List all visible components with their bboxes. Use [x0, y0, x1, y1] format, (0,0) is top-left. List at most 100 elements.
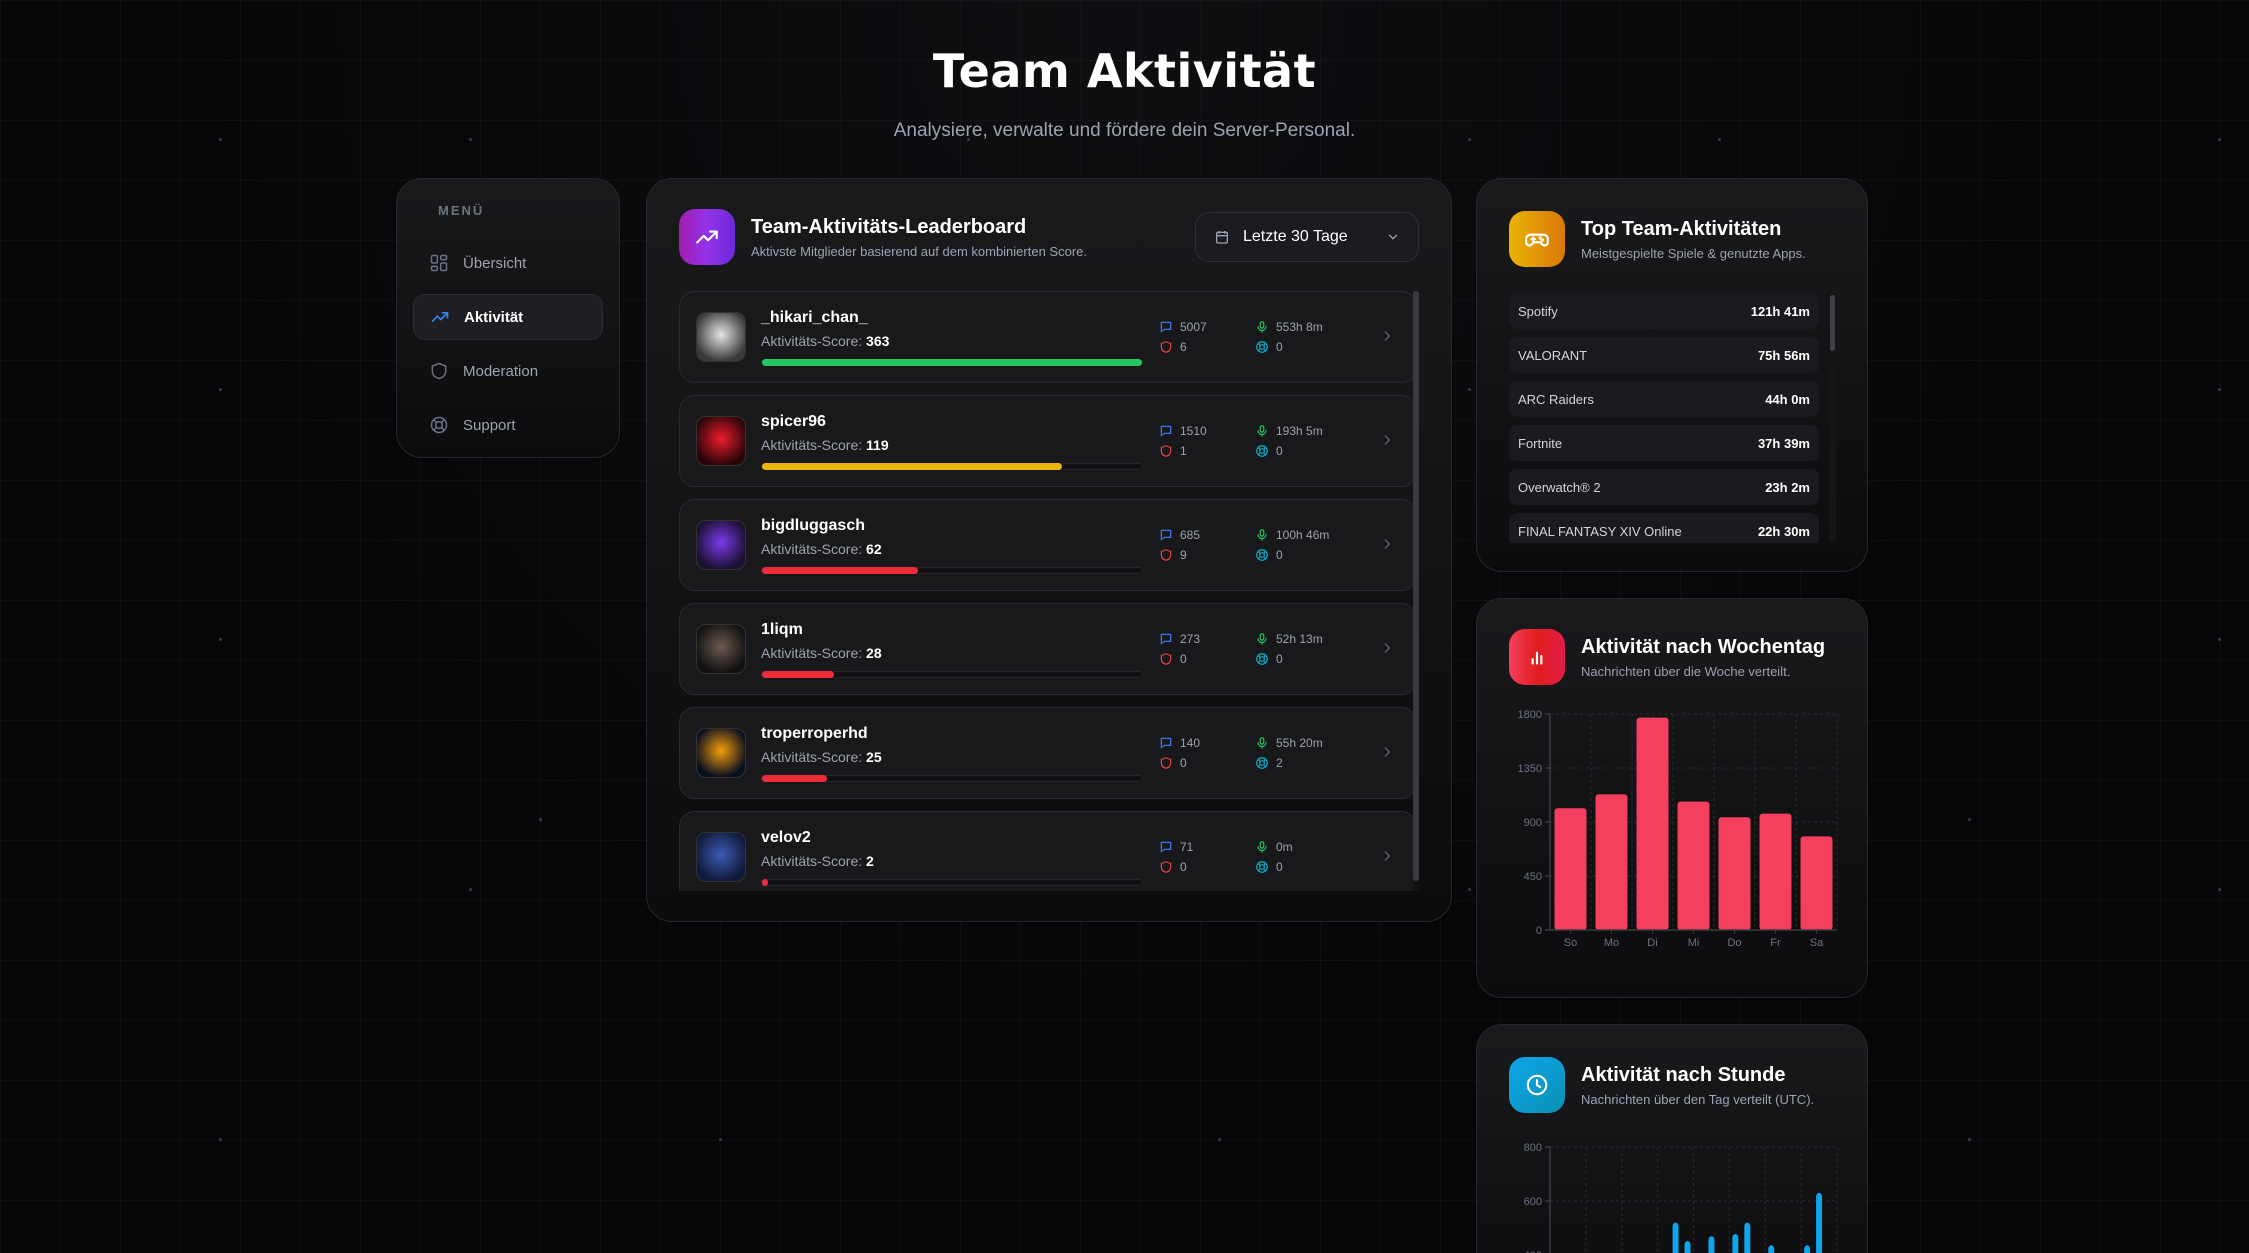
activity-name: Spotify: [1518, 303, 1558, 319]
sidebar-item-label: Support: [463, 416, 516, 434]
score-value: 25: [866, 748, 882, 765]
leaderboard-row[interactable]: 1liqm Aktivitäts-Score: 28 273 52h 13m 0…: [679, 603, 1417, 695]
score-value: 363: [866, 332, 890, 349]
svg-text:Di: Di: [1647, 937, 1657, 949]
voice-time: 553h 8m: [1276, 320, 1323, 334]
moderation-count: 6: [1180, 340, 1187, 354]
support-stat: 0: [1255, 652, 1365, 666]
background-dot: [1468, 138, 1471, 141]
chart-bar[interactable]: [1816, 1192, 1823, 1253]
moderation-count: 1: [1180, 444, 1187, 458]
hour-bar-chart: 400 600 800: [1524, 1142, 1838, 1253]
moderation-stat: 0: [1159, 652, 1255, 666]
moderation-count: 0: [1180, 756, 1187, 770]
time-range-dropdown[interactable]: Letzte 30 Tage: [1195, 212, 1419, 262]
member-name: troperroperhd: [761, 724, 868, 742]
chart-bar[interactable]: [1804, 1245, 1811, 1253]
hour-chart-card: Aktivität nach Stunde Nachrichten über d…: [1476, 1024, 1868, 1253]
chart-bar[interactable]: [1768, 1245, 1775, 1253]
messages-count: 1510: [1180, 424, 1207, 438]
voice-stat: 0m: [1255, 840, 1365, 854]
messages-count: 140: [1180, 736, 1201, 750]
sidebar-item-uebersicht[interactable]: Übersicht: [413, 240, 603, 286]
leaderboard-row[interactable]: _hikari_chan_ Aktivitäts-Score: 363 5007…: [679, 291, 1417, 383]
leaderboard-scrollbar-thumb[interactable]: [1413, 291, 1419, 881]
leaderboard-row[interactable]: bigdluggasch Aktivitäts-Score: 62 685 10…: [679, 499, 1417, 591]
sidebar-menu: MENÜ Übersicht Aktivität Moderation Supp…: [396, 178, 620, 458]
leaderboard-card: Team-Aktivitäts-Leaderboard Aktivste Mit…: [646, 178, 1452, 922]
chart-bar[interactable]: [1759, 813, 1792, 930]
chevron-right-icon[interactable]: [1380, 328, 1394, 344]
activity-name: Overwatch® 2: [1518, 479, 1601, 495]
member-stats: 685 100h 46m 9 0: [1159, 528, 1365, 562]
support-count: 0: [1276, 444, 1283, 458]
chart-bar[interactable]: [1732, 1233, 1739, 1253]
chart-bar[interactable]: [1744, 1222, 1751, 1253]
microphone-icon: [1257, 529, 1267, 541]
background-dot: [539, 818, 542, 821]
chevron-right-icon[interactable]: [1380, 848, 1394, 864]
weekday-chart-card: Aktivität nach Wochentag Nachrichten übe…: [1476, 598, 1868, 998]
chevron-right-icon[interactable]: [1380, 432, 1394, 448]
voice-stat: 553h 8m: [1255, 320, 1365, 334]
weekday-icon-tile: [1509, 629, 1565, 685]
score-bar: [761, 566, 1143, 574]
chevron-right-icon[interactable]: [1380, 744, 1394, 760]
chart-bar[interactable]: [1684, 1240, 1691, 1253]
leaderboard-row[interactable]: velov2 Aktivitäts-Score: 2 71 0m 0 0: [679, 811, 1417, 891]
chart-bar[interactable]: [1677, 801, 1710, 930]
score-bar: [761, 670, 1143, 678]
score-bar: [761, 774, 1143, 782]
score-bar-fill: [762, 670, 835, 678]
chart-bar[interactable]: [1708, 1236, 1715, 1253]
chart-bar[interactable]: [1672, 1222, 1679, 1253]
score-label: Aktivitäts-Score:: [761, 332, 863, 349]
sidebar-item-support[interactable]: Support: [413, 402, 603, 448]
avatar: [696, 520, 746, 570]
background-dot: [1968, 818, 1971, 821]
activity-item: Spotify 121h 41m: [1509, 293, 1819, 329]
chart-bar[interactable]: [1718, 817, 1751, 930]
support-stat: 2: [1255, 756, 1365, 770]
voice-stat: 55h 20m: [1255, 736, 1365, 750]
messages-stat: 140: [1159, 736, 1255, 750]
message-icon: [1160, 529, 1172, 541]
activity-time: 22h 30m: [1757, 523, 1810, 539]
gamepad-icon: [1525, 233, 1549, 247]
score-label: Aktivitäts-Score:: [761, 852, 863, 869]
voice-time: 55h 20m: [1276, 736, 1323, 750]
background-dot: [219, 388, 222, 391]
activity-time: 44h 0m: [1765, 391, 1810, 407]
chart-bar[interactable]: [1800, 836, 1833, 930]
moderation-count: 0: [1180, 652, 1187, 666]
chart-bar[interactable]: [1636, 717, 1669, 930]
chevron-right-icon[interactable]: [1380, 640, 1394, 656]
chart-bar[interactable]: [1554, 808, 1587, 930]
leaderboard-row[interactable]: spicer96 Aktivitäts-Score: 119 1510 193h…: [679, 395, 1417, 487]
svg-text:900: 900: [1524, 817, 1542, 829]
moderation-count: 9: [1180, 548, 1187, 562]
score-value: 28: [866, 644, 882, 661]
activities-scrollbar-track[interactable]: [1829, 293, 1836, 543]
svg-text:1350: 1350: [1518, 763, 1542, 775]
activity-item: FINAL FANTASY XIV Online 22h 30m: [1509, 513, 1819, 543]
leaderboard-row[interactable]: troperroperhd Aktivitäts-Score: 25 140 5…: [679, 707, 1417, 799]
background-dot: [1468, 388, 1471, 391]
support-stat: 0: [1255, 548, 1365, 562]
background-dot: [219, 138, 222, 141]
hour-icon-tile: [1509, 1057, 1565, 1113]
chart-bar[interactable]: [1595, 794, 1628, 930]
score-bar-fill: [762, 358, 1142, 366]
message-icon: [1160, 321, 1172, 333]
svg-text:0: 0: [1536, 925, 1542, 937]
activities-scrollbar-thumb[interactable]: [1830, 295, 1835, 351]
sidebar-item-moderation[interactable]: Moderation: [413, 348, 603, 394]
score-bar-fill: [762, 878, 768, 886]
messages-stat: 685: [1159, 528, 1255, 542]
messages-stat: 71: [1159, 840, 1255, 854]
chevron-right-icon[interactable]: [1380, 536, 1394, 552]
sidebar-item-aktivitaet[interactable]: Aktivität: [413, 294, 603, 340]
svg-text:Fr: Fr: [1770, 937, 1781, 949]
weekday-bar-chart: 0 450 900 1350 1800 So Mo Di Mi Do Fr Sa: [1518, 709, 1838, 949]
messages-count: 685: [1180, 528, 1201, 542]
